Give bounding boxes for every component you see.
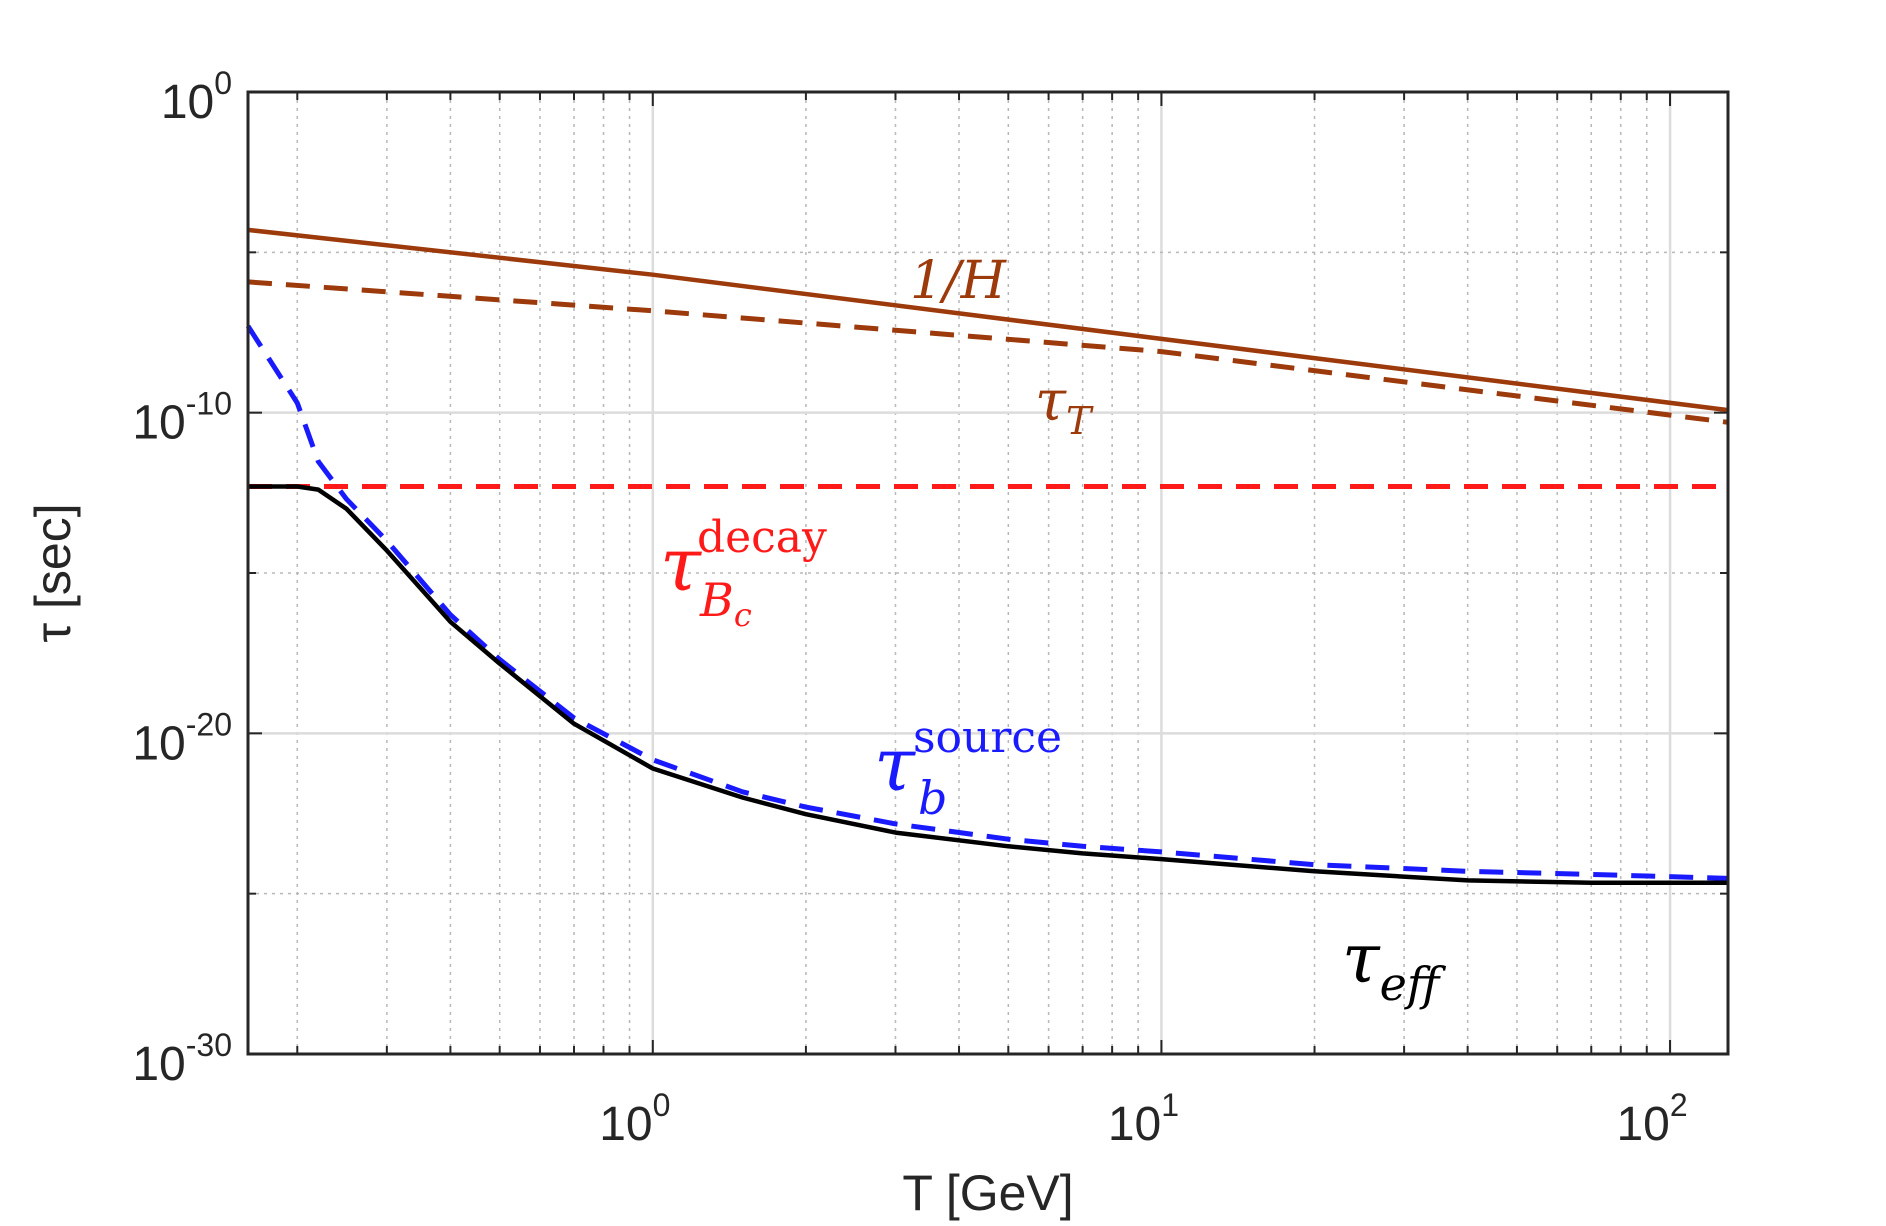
series-line-0 [247,227,1729,413]
annotation-tau-bc-decay: τdecay Bc [660,512,827,634]
annotation-inv-h-main: 1/H [910,251,1008,311]
tick-labels: 100 101 102 100 10-10 10-20 10-30 [132,65,1687,1151]
annotation-tau-b-source: τsource b [874,712,1062,825]
annotation-tau-eff-sub: eff [1380,957,1447,1011]
annotation-tau-bc-sub: B [699,573,734,627]
annotations: 1/H τT τdecay Bc τsource b τeff [660,251,1447,1011]
annotation-tau-b-main: τ [874,722,916,808]
series-layer [245,227,1729,885]
annotation-tau-t-main: τ [1035,369,1067,434]
annotation-tau-bc-main: τ [660,522,702,608]
tick-marks [248,91,1728,1055]
x-axis-title: T [GeV] [902,1165,1073,1221]
annotation-inv-h: 1/H [910,251,1008,311]
series-line-3 [245,324,1729,881]
series-line-1 [247,279,1729,425]
y-tick-label: 100 [161,65,232,129]
y-tick-label: 10-10 [132,386,232,450]
y-axis-title: τ [sec] [25,503,81,642]
annotation-tau-b-sup: source [913,712,1062,763]
annotation-tau-b-sub: b [918,771,947,825]
annotation-tau-eff-main: τ [1342,920,1381,999]
x-tick-label: 100 [599,1087,670,1151]
y-tick-label: 10-20 [132,706,232,770]
annotation-tau-bc-subsub: c [734,596,752,634]
x-tick-label: 102 [1616,1087,1687,1151]
y-tick-label: 10-30 [132,1027,232,1091]
annotation-tau-eff: τeff [1342,920,1447,1011]
annotation-tau-t: τT [1035,369,1094,443]
annotation-tau-bc-sup: decay [697,512,827,563]
annotation-tau-t-sub: T [1066,399,1094,443]
series-line-4 [248,484,1728,885]
x-tick-label: 101 [1108,1087,1179,1151]
